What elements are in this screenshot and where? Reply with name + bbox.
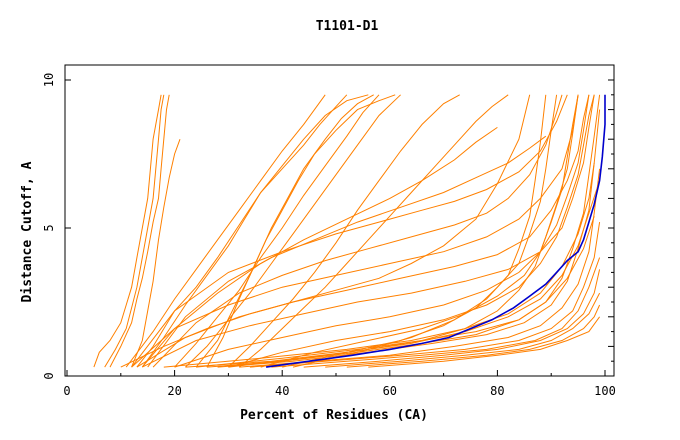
model-series-line-14 [131,94,568,368]
model-series-line-27 [239,168,601,368]
model-series-line-34 [163,162,595,368]
model-series-line-8 [195,94,396,368]
x-tick-label-0: 0 [63,384,70,398]
model-series-line-17 [136,94,590,368]
model-series-line-1 [104,94,165,368]
model-series-line-5 [141,94,348,368]
model-series-line-37 [120,94,531,368]
plot-frame [64,64,615,377]
model-series-line-26 [217,109,601,368]
x-axis-label: Percent of Residues (CA) [240,408,428,423]
model-series-line-6 [174,94,380,368]
model-series-line-10 [228,94,460,368]
y-tick-label-0: 0 [42,372,56,379]
model-series-line-23 [292,94,547,368]
model-series-line-24 [228,94,579,368]
model-series-line-35 [185,180,601,368]
model-series-line-38 [125,94,326,368]
model-series-line-36 [206,216,595,368]
y-tick-label-2: 10 [42,73,56,87]
series-layer [93,94,606,368]
model-series-line-9 [206,94,374,368]
model-series-line-13 [147,135,547,368]
model-series-line-15 [152,94,563,368]
x-tick-label-2: 40 [275,384,289,398]
x-tick-label-4: 80 [490,384,504,398]
model-series-line-31 [325,292,601,368]
y-axis-label: Distance Cutoff, A [20,161,35,302]
model-series-line-19 [174,94,590,368]
model-series-line-4 [136,94,369,368]
model-series-line-22 [282,94,558,368]
model-series-line-32 [346,304,601,368]
model-series-line-12 [141,126,498,368]
model-series-line-16 [131,94,579,368]
chart-title: T1101-D1 [316,19,379,34]
model-series-line-30 [303,269,601,368]
model-series-line-29 [271,257,601,368]
model-series-line-21 [260,94,579,368]
model-series-line-18 [142,94,595,368]
y-axis: 0 5 10 [42,73,614,380]
highlight-series-line-39 [265,94,606,368]
y-tick-label-1: 5 [42,224,56,231]
x-axis: 0 20 40 60 80 100 [63,370,616,398]
model-series-line-28 [249,222,601,368]
model-series-line-0 [93,94,162,368]
model-series-line-3 [131,139,181,368]
model-series-line-2 [109,94,170,368]
x-tick-label-5: 100 [594,384,616,398]
model-series-line-7 [185,94,401,368]
x-tick-label-3: 60 [383,384,397,398]
model-series-line-33 [368,316,601,368]
x-tick-label-1: 20 [167,384,181,398]
model-series-line-11 [238,94,509,368]
